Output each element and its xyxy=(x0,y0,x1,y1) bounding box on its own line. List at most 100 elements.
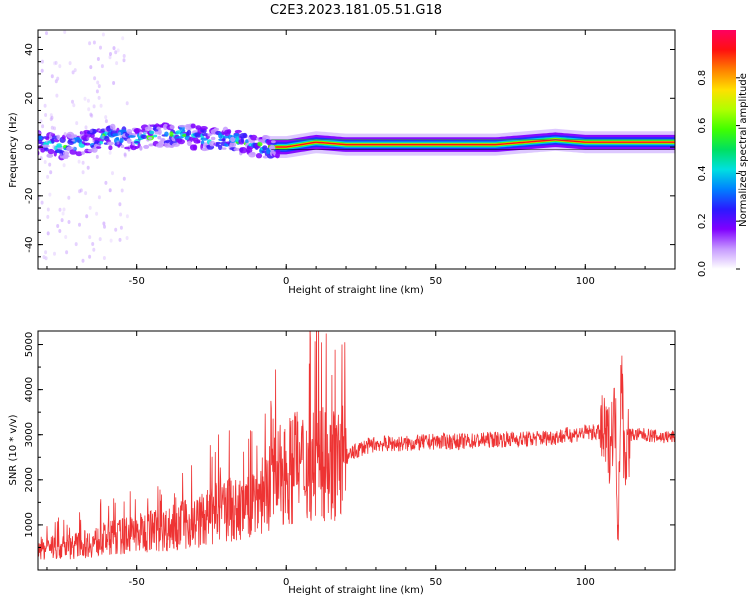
spectral-speckle xyxy=(101,32,105,37)
spectral-blob xyxy=(38,150,40,156)
spectral-blob xyxy=(223,135,229,139)
spectrogram-frame xyxy=(37,29,676,270)
spectral-speckle xyxy=(102,256,106,260)
spectral-speckle xyxy=(41,124,45,129)
spectral-blob xyxy=(250,134,258,141)
spectral-speckle xyxy=(81,170,85,175)
spectral-speckle xyxy=(123,153,127,158)
spectral-speckle xyxy=(74,242,78,247)
snr-line-area xyxy=(38,331,675,560)
spectral-speckle xyxy=(89,65,93,70)
spectral-speckle xyxy=(88,41,92,46)
x-tick-label: 50 xyxy=(429,577,442,588)
spectral-speckle xyxy=(43,160,47,164)
spectral-speckle xyxy=(116,140,120,145)
spectral-blob xyxy=(96,146,102,149)
spectral-speckle xyxy=(99,103,103,108)
spectral-speckle xyxy=(65,250,69,255)
spectral-blob xyxy=(270,145,274,149)
x-tick-label: -50 xyxy=(129,577,145,588)
spectral-speckle xyxy=(114,227,118,232)
spectral-blob xyxy=(186,129,192,136)
colorbar-gradient xyxy=(712,30,736,269)
spectral-speckle xyxy=(93,76,97,81)
colorbar-tick-label: 0.6 xyxy=(697,118,708,134)
spectral-speckle xyxy=(92,247,96,252)
spectral-speckle xyxy=(40,200,44,205)
spectral-blob xyxy=(120,144,125,148)
spectral-speckle xyxy=(50,115,54,120)
spectral-blob xyxy=(261,150,266,153)
spectral-blob xyxy=(245,139,249,144)
spectral-speckle xyxy=(40,59,44,64)
spectral-speckle xyxy=(50,125,54,130)
spectral-blob xyxy=(112,133,120,137)
spectral-speckle xyxy=(40,68,44,73)
snr-ylabel: SNR (10 * v/v) xyxy=(8,414,19,485)
spectral-speckle xyxy=(112,81,116,85)
spectral-speckle xyxy=(52,145,56,149)
x-tick-label: 100 xyxy=(576,577,595,588)
spectral-speckle xyxy=(119,212,123,217)
spectral-blob xyxy=(177,139,185,145)
spectral-speckle xyxy=(108,55,112,60)
spectral-speckle xyxy=(102,221,106,226)
spectral-speckle xyxy=(46,214,50,219)
spectral-speckle xyxy=(113,127,116,132)
colorbar: 0.0 0.2 0.4 0.6 0.8 Normalized spectral ampl… xyxy=(697,30,749,277)
spectral-blob xyxy=(182,129,186,133)
spectral-speckle xyxy=(50,74,54,79)
spectral-speckle xyxy=(109,238,113,243)
spectral-speckle xyxy=(116,48,120,53)
spectral-blob xyxy=(210,136,216,141)
spectral-blob xyxy=(148,123,152,130)
x-tick-label: 0 xyxy=(283,276,289,287)
spectral-blob xyxy=(62,151,70,156)
y-tick-label: 2000 xyxy=(24,467,35,492)
spectral-blob xyxy=(224,129,231,136)
spectral-speckle xyxy=(119,225,123,230)
spectral-blob xyxy=(134,141,140,144)
spectral-speckle xyxy=(77,159,81,164)
colorbar-ticks: 0.0 0.2 0.4 0.6 0.8 xyxy=(697,70,740,277)
spectral-blob xyxy=(164,131,169,137)
spectral-blob xyxy=(108,145,113,151)
spectral-blob xyxy=(213,127,220,131)
spectral-speckle xyxy=(62,163,66,168)
spectral-blob xyxy=(275,152,280,159)
spectral-speckle xyxy=(85,214,89,219)
snr-panel: -50 0 50 100 1000 2000 3000 4000 5000 Height of … xyxy=(8,330,676,596)
spectral-speckle xyxy=(104,119,108,124)
spectral-speckle xyxy=(67,220,71,224)
spectral-speckle xyxy=(46,174,50,179)
spectral-blob xyxy=(160,138,166,142)
spectrogram-ticks: -50 0 50 100 -40 -20 0 20 40 xyxy=(24,30,676,287)
spectral-speckle xyxy=(44,250,48,255)
spectral-speckle xyxy=(78,189,82,194)
spectral-blob xyxy=(200,126,208,131)
spectral-blob xyxy=(109,123,116,130)
spectral-speckle xyxy=(81,258,85,263)
spectral-speckle xyxy=(104,115,108,120)
spectral-blob xyxy=(46,153,54,158)
spectral-blob xyxy=(190,123,196,129)
spectral-blob xyxy=(196,139,201,143)
spectral-speckle xyxy=(46,231,50,236)
spectral-speckle xyxy=(44,113,48,117)
spectral-blob xyxy=(107,141,114,146)
spectral-speckle xyxy=(125,214,129,219)
spectral-speckle xyxy=(88,254,92,259)
spectral-blob xyxy=(44,147,49,152)
y-tick-label: 5000 xyxy=(24,332,35,357)
spectral-speckle xyxy=(96,57,100,61)
spectral-blob xyxy=(233,147,241,151)
spectral-blob xyxy=(187,140,192,146)
spectral-speckle xyxy=(45,31,48,36)
spectral-speckle xyxy=(63,132,67,137)
spectral-speckle xyxy=(71,99,74,104)
spectral-speckle xyxy=(58,64,62,69)
spectral-speckle xyxy=(62,207,66,212)
spectral-blob xyxy=(169,124,175,130)
spectral-blob xyxy=(148,137,153,140)
spectral-blob xyxy=(149,130,155,135)
